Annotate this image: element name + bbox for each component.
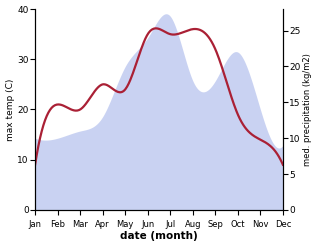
Y-axis label: max temp (C): max temp (C) — [5, 78, 15, 141]
X-axis label: date (month): date (month) — [120, 231, 198, 242]
Y-axis label: med. precipitation (kg/m2): med. precipitation (kg/m2) — [303, 53, 313, 166]
